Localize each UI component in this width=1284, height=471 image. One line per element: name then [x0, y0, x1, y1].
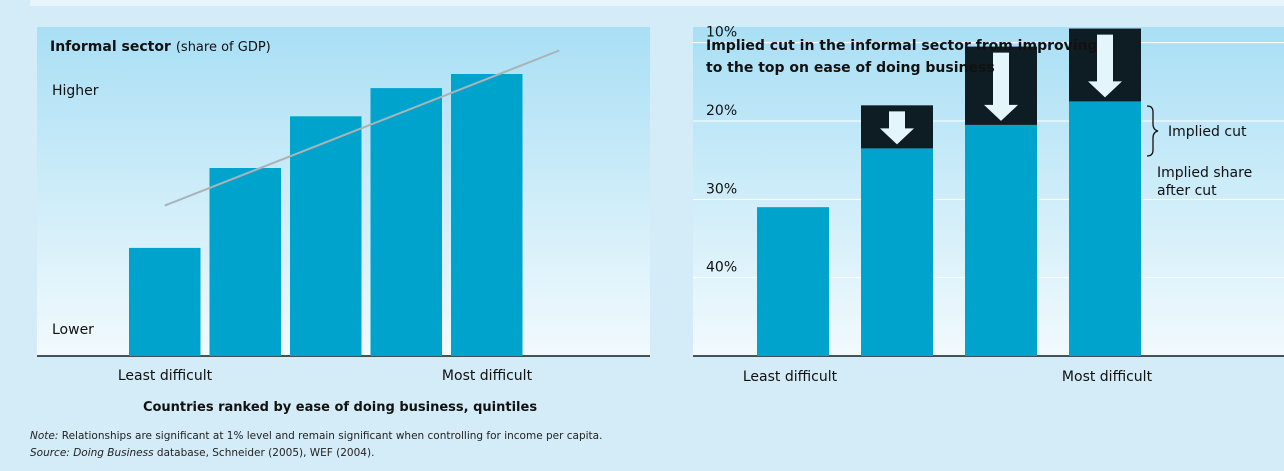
left-bar-3	[290, 116, 362, 356]
after-cut-bar-4	[1069, 101, 1141, 357]
y-tick-label: 30%	[706, 181, 737, 197]
left-bar-2	[209, 168, 281, 356]
left-bar-1	[129, 247, 201, 356]
right-chart-title: Implied cut in the informal sector from …	[706, 38, 1102, 76]
left-x-right-label: Most difficult	[442, 368, 533, 384]
right-x-left-label: Least difficult	[743, 369, 838, 385]
source-line: Source: Doing Business database, Schneid…	[30, 447, 375, 459]
trend-line	[164, 49, 560, 207]
down-arrow-icon	[880, 111, 914, 145]
y-tick-label: 10%	[706, 25, 737, 41]
down-arrow-icon	[984, 52, 1018, 121]
legend-implied-share: Implied share after cut	[1157, 165, 1257, 199]
left-bar-5	[451, 74, 523, 356]
y-tick-label: 20%	[706, 103, 737, 119]
left-bar-4	[370, 88, 442, 356]
implied-cut-brace	[1146, 105, 1159, 157]
after-cut-bar-3	[965, 124, 1037, 357]
left-x-left-label: Least difficult	[118, 368, 213, 384]
y-high-label: Higher	[52, 83, 99, 99]
left-chart-title: Informal sector (share of GDP)	[50, 39, 271, 55]
after-cut-bar-1	[757, 207, 829, 356]
legend-implied-cut: Implied cut	[1168, 124, 1247, 140]
left-x-caption: Countries ranked by ease of doing busine…	[143, 400, 537, 415]
down-arrow-icon	[1088, 34, 1122, 98]
y-tick-label: 40%	[706, 260, 737, 276]
y-low-label: Lower	[52, 322, 94, 338]
note-line: Note: Relationships are significant at 1…	[30, 430, 603, 442]
after-cut-bar-2	[861, 148, 933, 356]
right-x-right-label: Most difficult	[1062, 369, 1153, 385]
